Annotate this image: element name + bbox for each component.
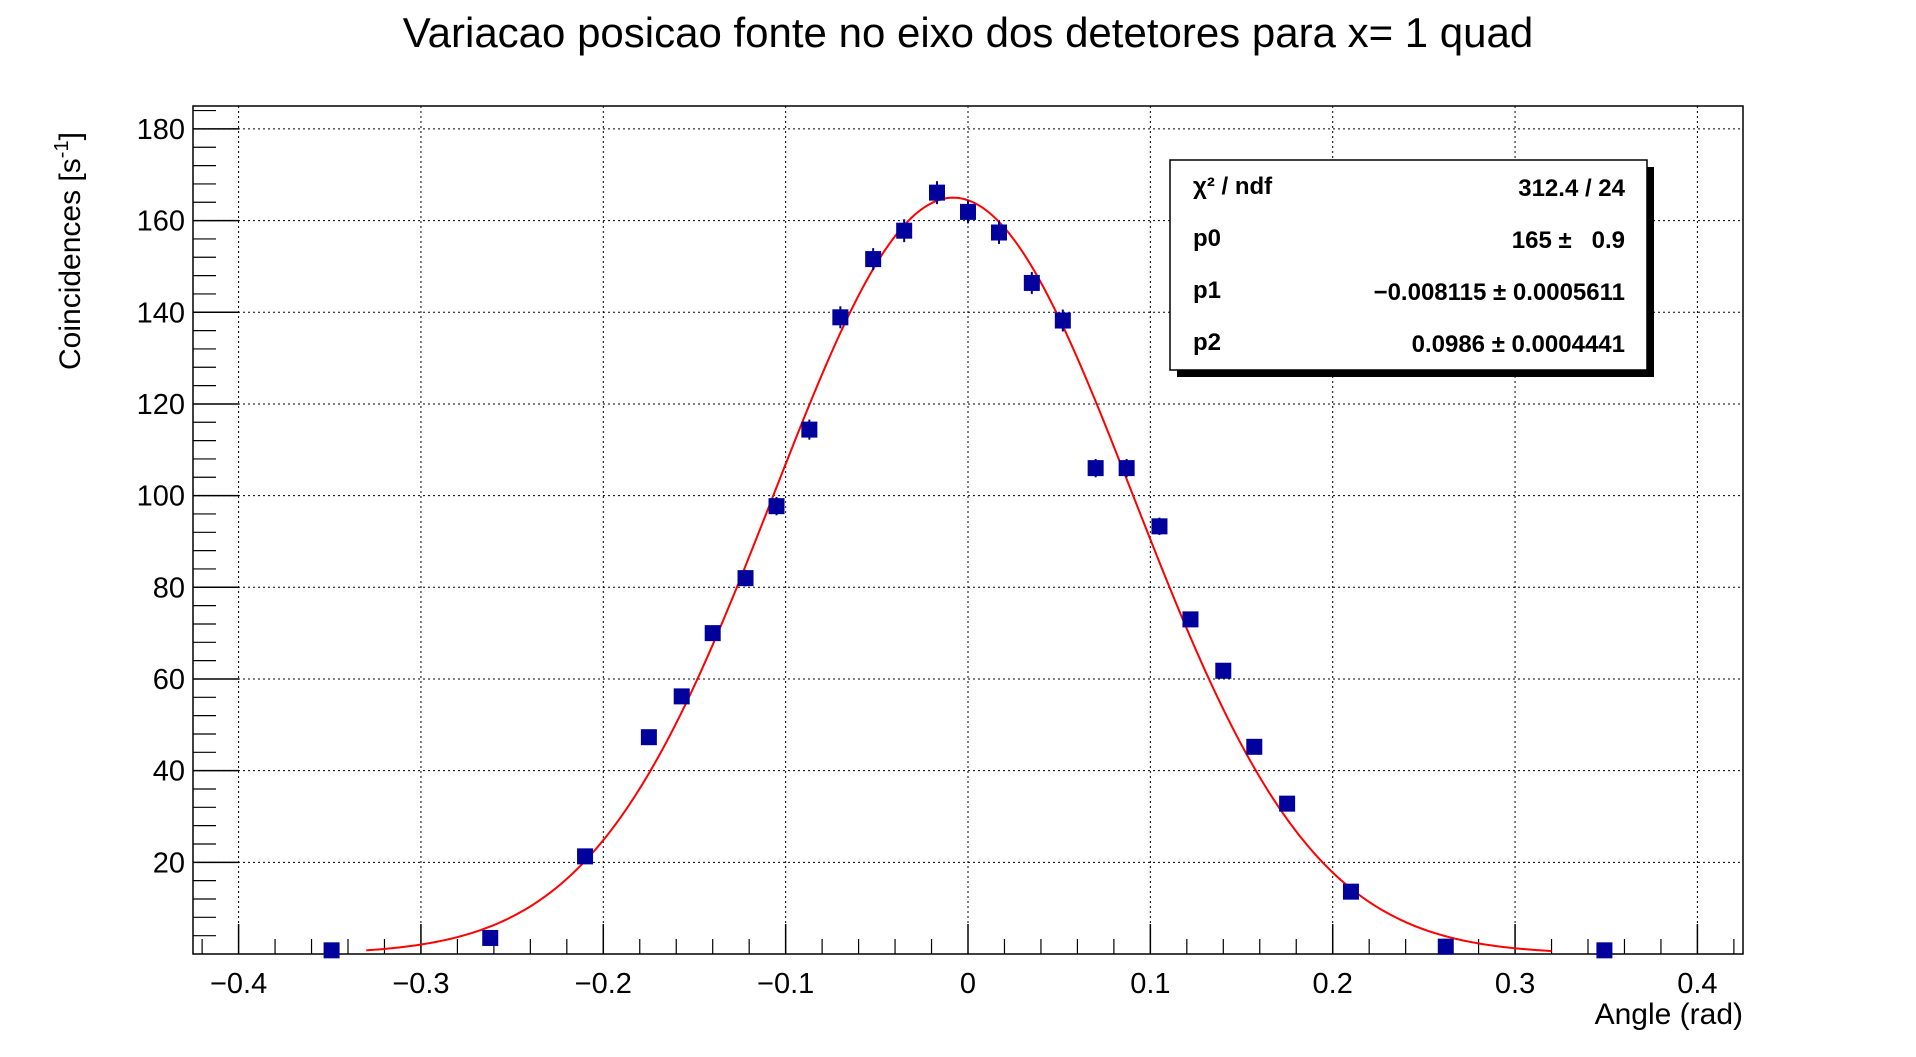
stats-label-p0: p0 <box>1193 225 1221 252</box>
chart-title: Variacao posicao fonte no eixo dos detet… <box>403 9 1534 56</box>
stats-value-p1: −0.008115 ± 0.0005611 <box>1374 279 1625 306</box>
data-point <box>673 688 690 705</box>
y-axis-title: Coincidences [s-1] <box>51 132 87 370</box>
data-point <box>896 222 913 239</box>
stats-label-chi2: χ² / ndf <box>1193 173 1273 200</box>
y-axis-title-sup: -1 <box>51 140 73 158</box>
data-point <box>1215 662 1232 679</box>
x-tick-label: 0.1 <box>1130 968 1170 1000</box>
x-tick-label: 0 <box>960 968 976 1000</box>
data-point <box>1246 738 1263 755</box>
stats-box-frame <box>1169 159 1648 371</box>
data-point <box>704 625 721 642</box>
stats-label-p1: p1 <box>1193 277 1221 304</box>
x-tick-label: −0.4 <box>210 968 267 1000</box>
y-tick-label: 40 <box>153 756 185 788</box>
data-point <box>1054 312 1071 329</box>
stats-value-p0: 165 ± 0.9 <box>1512 227 1625 254</box>
data-point <box>801 421 818 438</box>
data-point <box>640 729 657 746</box>
data-point <box>1342 883 1359 900</box>
x-axis-title: Angle (rad) <box>1595 998 1743 1031</box>
x-tick-label: −0.3 <box>392 968 449 1000</box>
data-point <box>1023 274 1040 291</box>
data-point <box>991 224 1007 241</box>
y-axis-title-main: Coincidences [s <box>54 158 87 370</box>
stats-box: χ² / ndf 312.4 / 24 p0 165 ± 0.9 p1 −0.0… <box>1169 159 1654 377</box>
data-point <box>1087 460 1104 477</box>
axes: −0.4 −0.3 −0.2 −0.1 0 0.1 0.2 0.3 0.4 20 40 60 80 100… <box>137 109 1735 1000</box>
y-tick-label: 80 <box>153 572 185 604</box>
data-point <box>323 942 340 959</box>
data-point <box>865 251 882 268</box>
x-tick-label: −0.2 <box>575 968 632 1000</box>
stats-value-chi2: 312.4 / 24 <box>1518 175 1625 202</box>
y-tick-label: 160 <box>137 206 185 238</box>
y-tick-label: 20 <box>153 847 185 879</box>
data-point <box>1596 942 1613 959</box>
data-point <box>1279 795 1296 812</box>
data-point <box>929 184 945 201</box>
y-tick-label: 100 <box>137 481 185 513</box>
data-point <box>768 498 785 515</box>
x-tick-label: 0.2 <box>1313 968 1353 1000</box>
y-axis-title-close: ] <box>54 132 87 140</box>
stats-label-p2: p2 <box>1193 329 1221 356</box>
x-tick-label: 0.3 <box>1495 968 1535 1000</box>
data-point <box>577 848 594 865</box>
y-tick-label: 140 <box>137 297 185 329</box>
data-point <box>1118 460 1135 477</box>
data-point <box>832 309 849 326</box>
data-point <box>1437 938 1454 955</box>
data-point <box>960 203 976 220</box>
y-tick-label: 180 <box>137 114 185 146</box>
stats-value-p2: 0.0986 ± 0.0004441 <box>1412 331 1625 358</box>
x-tick-label: −0.1 <box>757 968 814 1000</box>
y-tick-label: 120 <box>137 389 185 421</box>
data-point <box>1151 518 1168 535</box>
x-tick-label: 0.4 <box>1677 968 1717 1000</box>
data-points <box>323 181 1613 959</box>
y-tick-label: 60 <box>153 664 185 696</box>
data-point <box>482 929 499 946</box>
data-point <box>1182 611 1199 628</box>
data-point <box>737 570 754 587</box>
